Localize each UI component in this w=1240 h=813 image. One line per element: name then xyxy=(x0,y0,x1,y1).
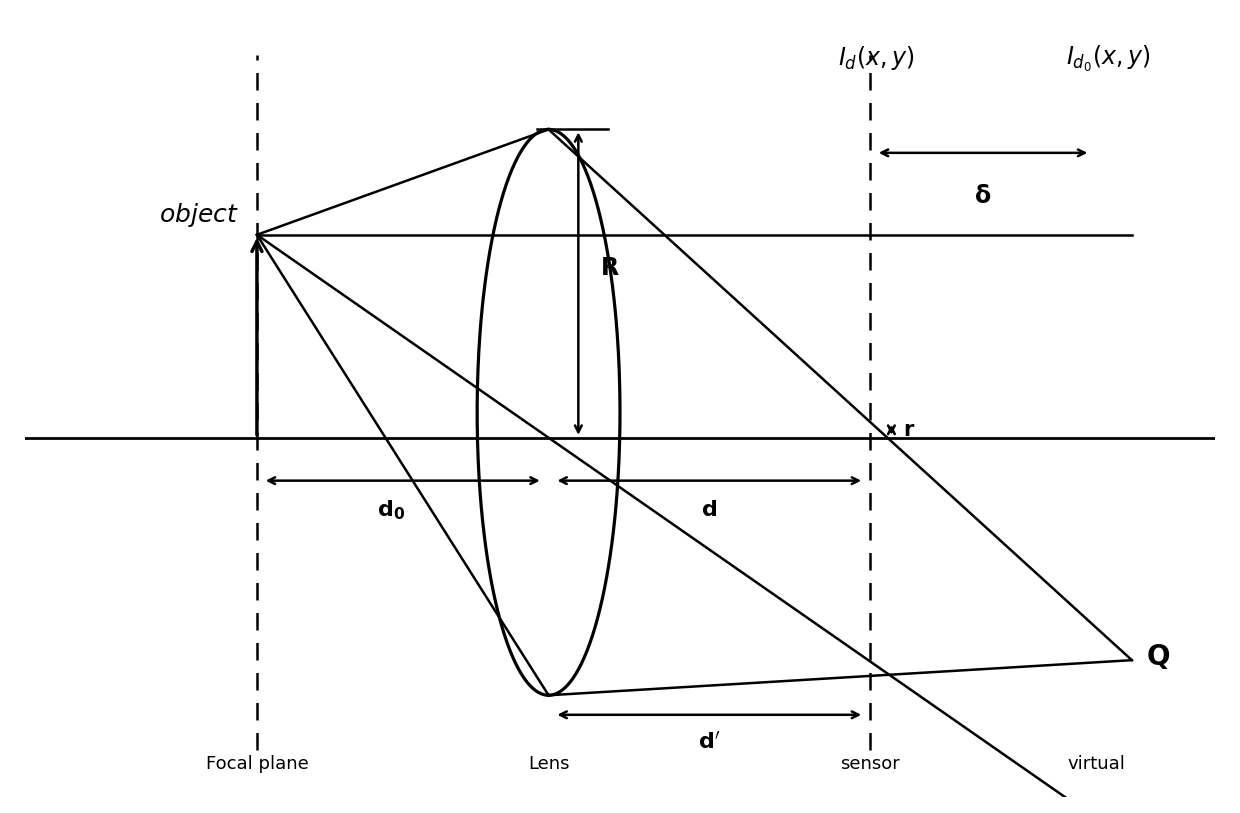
Text: $\mathbf{\mathit{object}}$: $\mathbf{\mathit{object}}$ xyxy=(159,202,239,229)
Text: $I_{d}(x,y)$: $I_{d}(x,y)$ xyxy=(838,44,914,72)
Text: $\mathbf{Q}$: $\mathbf{Q}$ xyxy=(1146,641,1171,671)
Text: Focal plane: Focal plane xyxy=(206,755,309,773)
Text: $\mathbf{r}$: $\mathbf{r}$ xyxy=(903,420,915,440)
Text: $\mathbf{\delta}$: $\mathbf{\delta}$ xyxy=(975,184,992,208)
Text: $I_{d_0}(x,y)$: $I_{d_0}(x,y)$ xyxy=(1066,44,1151,74)
Text: Lens: Lens xyxy=(528,755,569,773)
Text: $\mathbf{d}$: $\mathbf{d}$ xyxy=(702,500,717,520)
Text: virtual: virtual xyxy=(1068,755,1125,773)
Text: $\mathbf{d'}$: $\mathbf{d'}$ xyxy=(698,732,720,753)
Text: sensor: sensor xyxy=(841,755,900,773)
Text: $\mathbf{d_0}$: $\mathbf{d_0}$ xyxy=(377,498,405,522)
Text: $\mathbf{R}$: $\mathbf{R}$ xyxy=(600,256,620,280)
